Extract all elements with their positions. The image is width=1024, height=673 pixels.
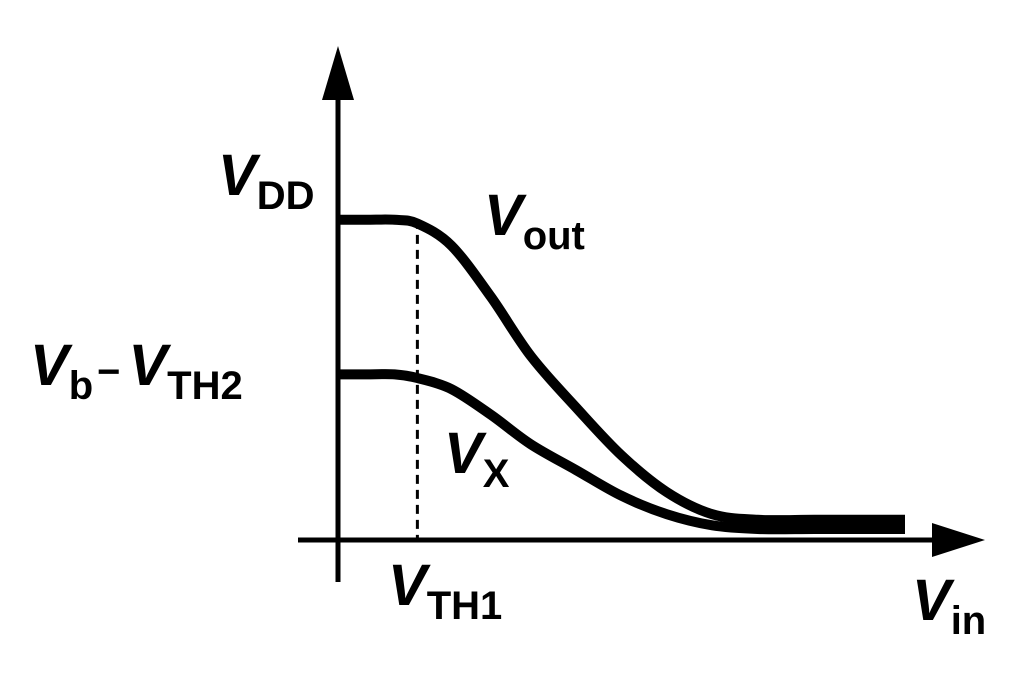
y-level-label-vb-vth2: Vb − VTH2 — [30, 333, 243, 408]
x-marker-label-vth1: VTH1 — [388, 553, 502, 628]
axes — [298, 46, 985, 582]
x-axis-label-vin: Vin — [912, 568, 986, 643]
labels: VDD Vb − VTH2 Vout VX VTH1 Vin — [30, 143, 986, 643]
series-line-vout — [338, 214, 905, 526]
x-axis-arrowhead — [932, 523, 985, 557]
series-line-vx — [338, 369, 905, 535]
series-label-vx: VX — [444, 421, 510, 496]
y-axis-arrowhead — [322, 46, 354, 100]
series-curves — [338, 214, 905, 535]
y-level-label-vdd: VDD — [218, 143, 314, 218]
series-label-vout: Vout — [484, 183, 585, 258]
